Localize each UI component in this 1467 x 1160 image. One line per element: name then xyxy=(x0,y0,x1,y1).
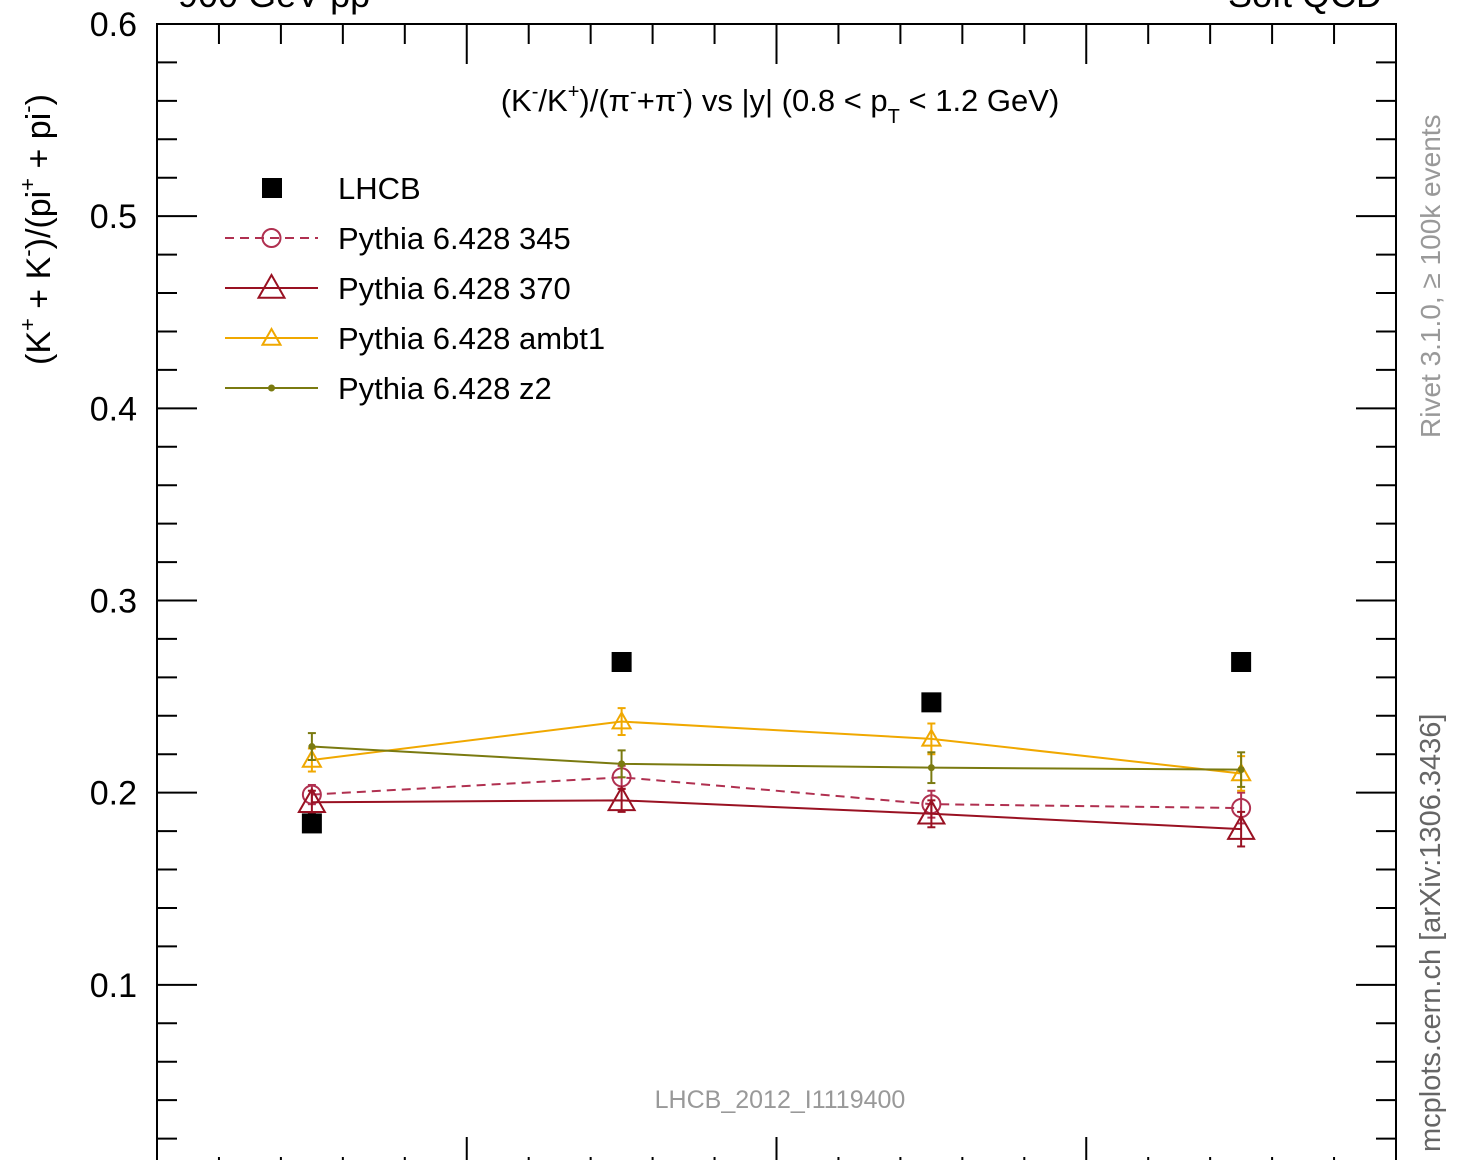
header-left-text: 900 GeV pp xyxy=(178,0,370,15)
series-pythia-6-428-ambt1 xyxy=(301,707,1252,792)
y-axis-tick-labels: 00.10.20.30.40.50.6 xyxy=(90,6,137,1160)
data-point-marker xyxy=(301,813,322,834)
series-lhcb xyxy=(301,651,1252,834)
data-point-marker xyxy=(301,748,323,768)
x-axis-ticks-bottom xyxy=(156,1137,1397,1160)
legend-label: LHCB xyxy=(338,171,421,206)
series-pythia-6-428-z2 xyxy=(307,732,1246,788)
legend-entry: Pythia 6.428 345 xyxy=(225,221,571,256)
data-point-marker xyxy=(920,727,943,747)
chart-title: (K-/K+)/(π-+π-) vs |y| (0.8 < pT < 1.2 G… xyxy=(501,81,1060,128)
series-pythia-6-428-345 xyxy=(301,764,1252,825)
data-point-marker xyxy=(618,760,626,768)
data-point-marker xyxy=(308,743,316,751)
series-line xyxy=(311,745,1242,771)
y-axis-ticks-left xyxy=(157,23,197,1140)
rivet-version-text: Rivet 3.1.0, ≥ 100k events xyxy=(1415,114,1446,438)
data-point-marker xyxy=(297,787,327,814)
legend-label: Pythia 6.428 370 xyxy=(338,271,571,306)
data-point-marker xyxy=(261,228,282,248)
data-point-marker xyxy=(260,326,283,346)
data-point-marker xyxy=(262,178,282,198)
y-tick-label: 0.1 xyxy=(90,967,137,1005)
x-axis-ticks-top xyxy=(156,24,1397,64)
header-right-text: Soft QCD xyxy=(1228,0,1382,15)
data-point-marker xyxy=(921,692,942,713)
y-tick-label: 0.4 xyxy=(90,390,137,428)
series-layer xyxy=(297,651,1256,848)
data-point-marker xyxy=(916,798,947,825)
series-line xyxy=(311,720,1242,775)
data-point-marker xyxy=(611,651,632,672)
data-point-marker xyxy=(1226,814,1256,840)
y-tick-label: 0.3 xyxy=(90,583,137,621)
analysis-watermark: LHCB_2012_I1119400 xyxy=(655,1086,906,1114)
legend-entry: Pythia 6.428 z2 xyxy=(225,371,552,406)
data-point-marker xyxy=(268,384,275,392)
data-point-marker xyxy=(606,785,637,812)
legend-entry: Pythia 6.428 370 xyxy=(225,271,571,306)
series-line xyxy=(311,776,1242,810)
data-point-marker xyxy=(256,272,287,299)
series-pythia-6-428-370 xyxy=(297,785,1256,848)
legend-entry: Pythia 6.428 ambt1 xyxy=(225,321,605,356)
data-point-marker xyxy=(927,764,935,772)
data-point-marker xyxy=(1231,651,1252,672)
y-axis-ticks-right xyxy=(1356,23,1396,1140)
legend-entry: LHCB xyxy=(262,171,421,206)
legend: LHCB Pythia 6.428 345 Pythia 6.428 370 Pyth… xyxy=(225,171,605,406)
mcplots-reference-text: mcplots.cern.ch [arXiv:1306.3436] xyxy=(1415,714,1447,1152)
data-point-marker xyxy=(1237,766,1245,774)
data-point-marker xyxy=(610,710,633,730)
legend-label: Pythia 6.428 ambt1 xyxy=(338,321,605,356)
y-tick-label: 0.6 xyxy=(90,6,137,44)
legend-label: Pythia 6.428 z2 xyxy=(338,371,552,406)
series-line xyxy=(311,799,1242,831)
y-axis-label: (K+ + K-)/(pi+ + pi-) xyxy=(15,94,58,365)
legend-label: Pythia 6.428 345 xyxy=(338,221,571,256)
y-tick-label: 0.2 xyxy=(90,775,137,813)
y-tick-label: 0.5 xyxy=(90,198,137,236)
